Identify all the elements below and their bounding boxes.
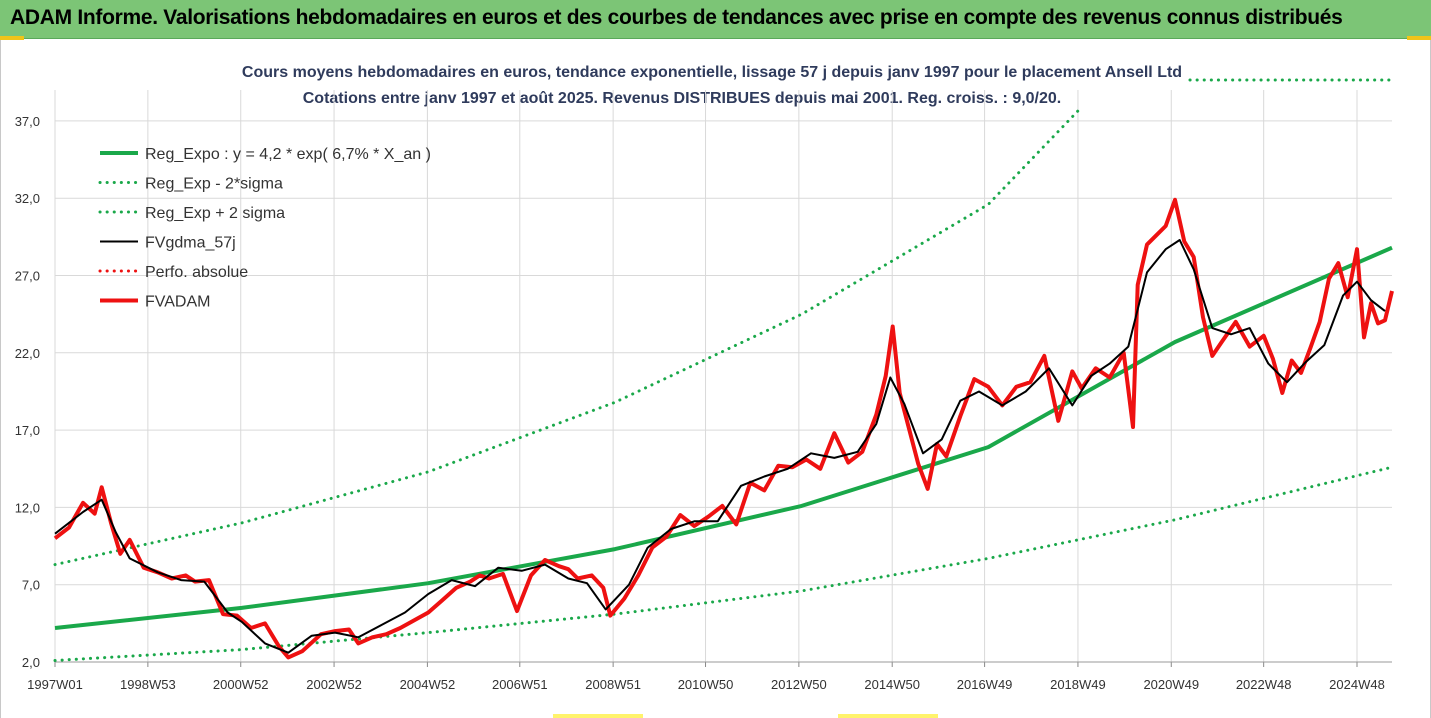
x-axis: 1997W01 1998W53 2000W52 2002W52 2004W52 2006W… xyxy=(27,661,1392,692)
y-tick-label: 32,0 xyxy=(15,191,40,206)
x-tick-label: 2010W50 xyxy=(678,677,734,692)
y-tick-label: 37,0 xyxy=(15,114,40,129)
legend-label: Reg_Exp - 2*sigma xyxy=(145,176,283,193)
y-tick-label: 7,0 xyxy=(22,578,40,593)
series-line-3 xyxy=(54,239,1386,654)
x-tick-label: 2022W48 xyxy=(1236,677,1292,692)
legend: Reg_Expo : y = 4,2 * exp( 6,7% * X_an ) R… xyxy=(98,146,431,311)
x-tick-label: 2018W49 xyxy=(1050,677,1106,692)
chart-title: Cours moyens hebdomadaires en euros, ten… xyxy=(242,64,1182,81)
x-tick-label: 1998W53 xyxy=(120,677,176,692)
x-tick-label: 2020W49 xyxy=(1143,677,1199,692)
x-tick-label: 2008W51 xyxy=(585,677,641,692)
x-tick-label: 2014W50 xyxy=(864,677,920,692)
x-tick-label: 1997W01 xyxy=(27,677,83,692)
legend-label: Reg_Expo : y = 4,2 * exp( 6,7% * X_an ) xyxy=(145,146,431,163)
y-tick-label: 22,0 xyxy=(15,346,40,361)
series-line-0 xyxy=(54,245,1393,630)
legend-label: Reg_Exp + 2 sigma xyxy=(145,205,285,222)
legend-label: Perfo. absolue xyxy=(145,264,248,281)
frame-left xyxy=(0,40,1,718)
legend-label: FVADAM xyxy=(145,294,210,311)
header-accent-left xyxy=(0,36,24,40)
x-tick-label: 2004W52 xyxy=(400,677,456,692)
bottom-accent-1 xyxy=(553,714,643,718)
x-tick-label: 2006W51 xyxy=(492,677,548,692)
line-chart: Cours moyens hebdomadaires en euros, ten… xyxy=(15,64,1394,692)
y-tick-label: 17,0 xyxy=(15,423,40,438)
y-tick-label: 27,0 xyxy=(15,269,40,284)
header-title: ADAM Informe. Valorisations hebdomadaire… xyxy=(10,6,1343,29)
header-accent-right xyxy=(1407,36,1431,40)
series-line-5 xyxy=(53,197,1394,660)
y-axis: 2,0 7,0 12,0 17,0 22,0 27,0 32,0 37,0 xyxy=(15,114,40,670)
x-tick-label: 2000W52 xyxy=(213,677,269,692)
series-group xyxy=(53,78,1394,662)
x-tick-label: 2024W48 xyxy=(1329,677,1385,692)
header-bar: ADAM Informe. Valorisations hebdomadaire… xyxy=(0,0,1431,39)
x-tick-label: 2016W49 xyxy=(957,677,1013,692)
bottom-accent-2 xyxy=(838,714,938,718)
y-tick-label: 2,0 xyxy=(22,655,40,670)
grid-lines xyxy=(54,90,1392,663)
chart-subtitle: Cotations entre janv 1997 et août 2025. … xyxy=(303,90,1062,107)
legend-label: FVgdma_57j xyxy=(145,235,236,252)
series-line-1 xyxy=(53,465,1394,662)
x-tick-label: 2012W50 xyxy=(771,677,827,692)
y-tick-label: 12,0 xyxy=(15,500,40,515)
x-tick-label: 2002W52 xyxy=(306,677,362,692)
series-line-2 xyxy=(53,105,1084,567)
